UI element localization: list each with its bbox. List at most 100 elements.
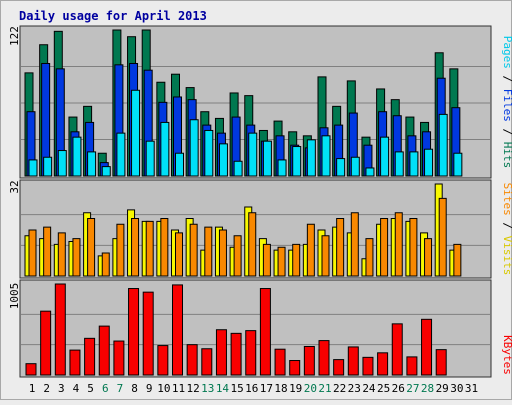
hits-panel-ymax-label: 122 xyxy=(8,26,21,46)
pages-bar-day-7 xyxy=(116,132,126,177)
legend-kbytes: KBytes xyxy=(501,335,512,375)
kbytes-bar-day-16 xyxy=(245,330,257,376)
pages-bar-day-10 xyxy=(160,121,170,177)
sites-bar-day-19 xyxy=(292,243,301,277)
pages-bar-day-13 xyxy=(204,129,214,177)
x-tick-label-day-26: 26 xyxy=(392,382,405,395)
x-tick-label-day-27: 27 xyxy=(406,382,419,395)
x-tick-label-day-30: 30 xyxy=(450,382,463,395)
legend-visits: Visits xyxy=(501,236,512,276)
pages-bar-day-18 xyxy=(277,159,287,177)
pages-bar-day-17 xyxy=(262,140,272,177)
pages-bar-day-28 xyxy=(424,148,434,177)
pages-bar-day-23 xyxy=(350,156,360,177)
x-tick-label-day-15: 15 xyxy=(230,382,243,395)
kbytes-panel-legend: KBytes xyxy=(501,335,512,375)
sites-bar-day-3 xyxy=(57,232,66,277)
sites-bar-day-25 xyxy=(380,218,389,277)
pages-bar-day-16 xyxy=(248,132,258,177)
x-tick-label-day-29: 29 xyxy=(436,382,449,395)
sites-bar-day-10 xyxy=(160,218,169,277)
pages-bar-day-24 xyxy=(365,167,375,177)
sites-bar-day-21 xyxy=(321,235,330,277)
kbytes-bar-day-11 xyxy=(172,284,183,376)
pages-bar-day-22 xyxy=(336,158,346,177)
kbytes-bar-day-4 xyxy=(69,349,81,376)
x-tick-label-day-16: 16 xyxy=(245,382,258,395)
sites-bar-day-11 xyxy=(175,232,183,277)
pages-bar-day-15 xyxy=(233,160,243,177)
x-tick-label-day-8: 8 xyxy=(131,382,138,395)
pages-bar-day-20 xyxy=(306,139,316,177)
sites-bar-day-4 xyxy=(72,238,81,277)
x-tick-label-day-14: 14 xyxy=(216,382,230,395)
pages-bar-day-26 xyxy=(394,151,404,177)
x-tick-label-day-2: 2 xyxy=(43,382,50,395)
x-tick-label-day-22: 22 xyxy=(333,382,346,395)
sites-bar-day-7 xyxy=(116,223,125,277)
sites-bar-day-8 xyxy=(131,218,140,277)
sites-bar-day-2 xyxy=(43,226,52,277)
pages-bar-day-27 xyxy=(409,151,419,177)
x-tick-label-day-7: 7 xyxy=(117,382,124,395)
x-tick-label-day-23: 23 xyxy=(348,382,361,395)
x-tick-label-day-9: 9 xyxy=(146,382,153,395)
sites-bar-day-29 xyxy=(438,197,447,277)
visits-panel-ymax-label: 32 xyxy=(8,180,21,193)
x-tick-label-day-24: 24 xyxy=(362,382,376,395)
sites-bar-day-1 xyxy=(28,229,37,277)
kbytes-panel-ymax-label: 1005 xyxy=(8,283,21,310)
x-tick-label-day-11: 11 xyxy=(172,382,185,395)
sites-bar-day-30 xyxy=(453,243,462,277)
kbytes-bar-day-18 xyxy=(274,348,286,376)
pages-bar-day-14 xyxy=(218,143,228,177)
x-tick-label-day-10: 10 xyxy=(157,382,170,395)
legend-pages: Pages xyxy=(501,36,512,69)
sites-bar-day-24 xyxy=(365,238,374,277)
kbytes-bar-day-10 xyxy=(157,345,169,376)
legend-sep-1: / xyxy=(501,69,512,89)
x-tick-label-day-25: 25 xyxy=(377,382,390,395)
x-tick-label-day-28: 28 xyxy=(421,382,434,395)
hits-panel-legend: Pages / Files / Hits xyxy=(501,36,512,169)
kbytes-bar-day-15 xyxy=(230,332,242,376)
kbytes-bar-day-14 xyxy=(215,329,227,376)
x-tick-label-day-19: 19 xyxy=(289,382,302,395)
kbytes-bar-day-25 xyxy=(377,352,389,376)
x-tick-label-day-20: 20 xyxy=(304,382,317,395)
x-tick-label-day-1: 1 xyxy=(29,382,36,395)
x-tick-label-day-4: 4 xyxy=(73,382,80,395)
kbytes-bar-day-5 xyxy=(84,337,96,376)
pages-bar-day-3 xyxy=(57,150,67,177)
x-tick-label-day-31: 31 xyxy=(465,382,478,395)
pages-bar-day-12 xyxy=(189,119,199,177)
sites-bar-day-20 xyxy=(306,223,315,277)
kbytes-bar-day-9 xyxy=(142,291,154,376)
pages-bar-day-6 xyxy=(101,166,111,177)
kbytes-bar-day-23 xyxy=(347,346,359,376)
kbytes-bar-day-28 xyxy=(421,318,433,376)
legend-sep-3: / xyxy=(501,216,512,236)
sites-bar-day-27 xyxy=(409,218,418,277)
pages-bar-day-25 xyxy=(380,136,390,177)
kbytes-bar-day-20 xyxy=(303,345,315,376)
sites-bar-day-12 xyxy=(189,223,198,277)
pages-bar-day-19 xyxy=(292,146,302,177)
pages-bar-day-4 xyxy=(72,136,82,177)
kbytes-bar-day-19 xyxy=(289,360,301,376)
pages-bar-day-11 xyxy=(175,152,184,177)
kbytes-bar-day-22 xyxy=(333,359,345,376)
x-tick-label-day-3: 3 xyxy=(58,382,65,395)
sites-bar-day-28 xyxy=(424,238,433,277)
x-tick-label-day-12: 12 xyxy=(187,382,200,395)
legend-files: Files xyxy=(501,89,512,122)
x-tick-label-day-18: 18 xyxy=(274,382,287,395)
kbytes-bar-day-13 xyxy=(201,348,213,376)
sites-bar-day-15 xyxy=(233,235,242,277)
sites-bar-day-26 xyxy=(394,212,403,277)
kbytes-bar-day-24 xyxy=(362,356,374,376)
x-tick-label-day-13: 13 xyxy=(201,382,214,395)
legend-hits: Hits xyxy=(501,142,512,169)
